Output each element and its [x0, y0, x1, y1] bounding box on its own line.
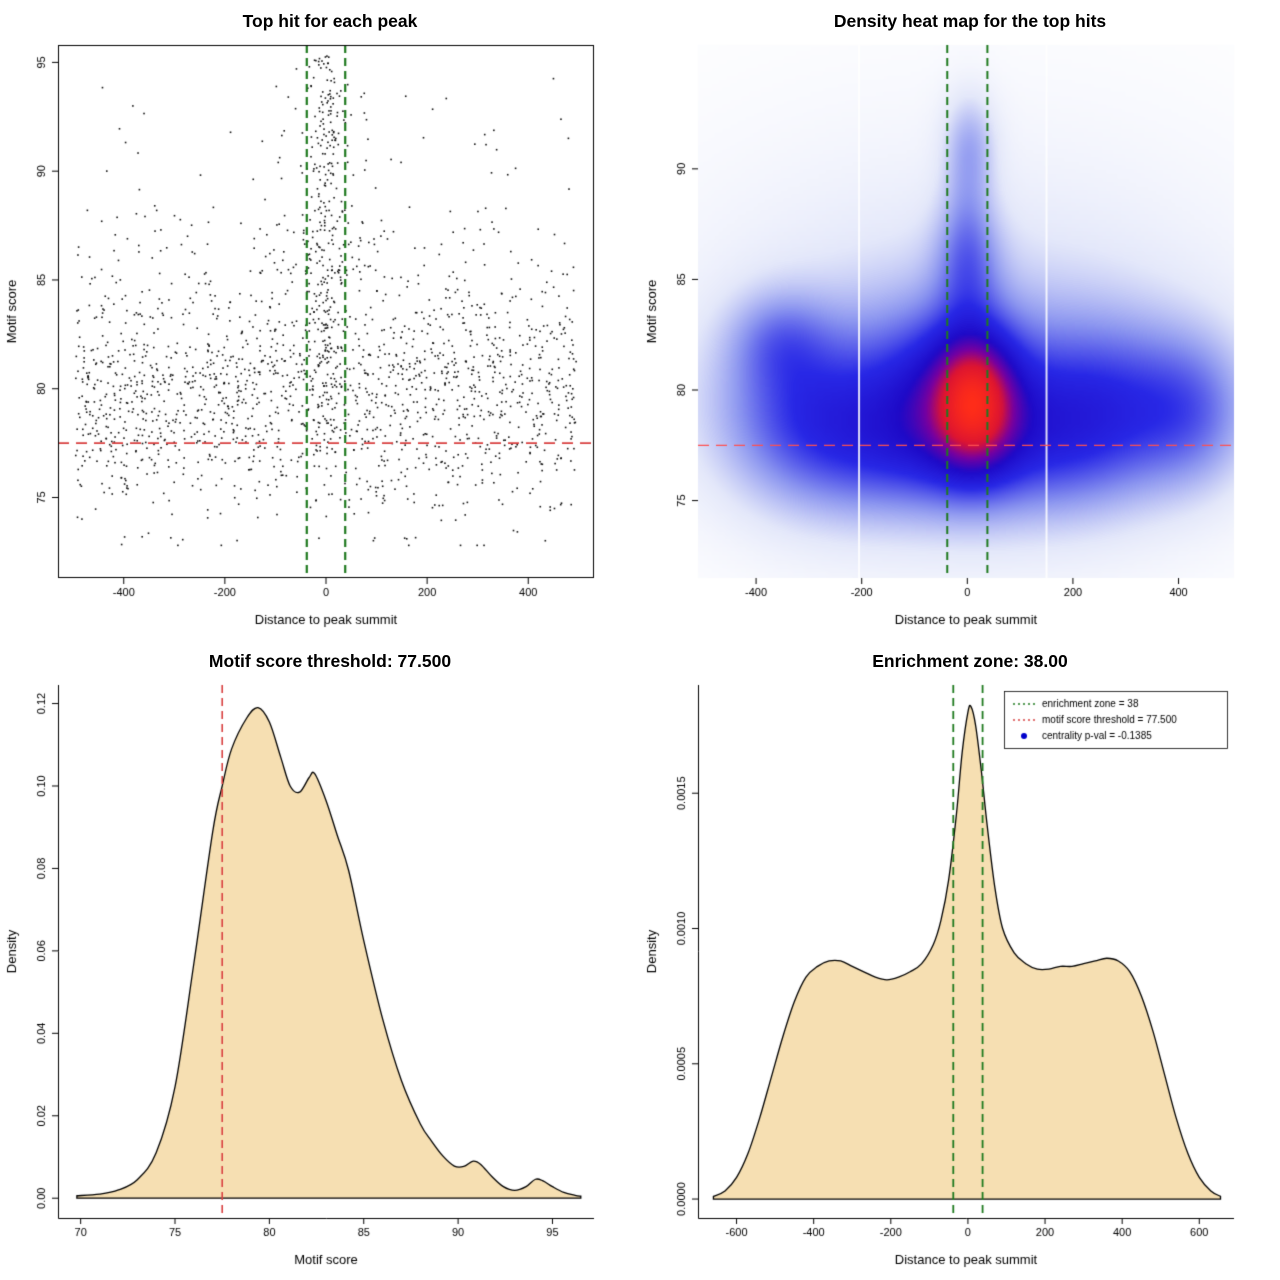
panel-enrichment-zone-density: Enrichment zone: 38.00 [640, 640, 1280, 1280]
enrichment-zone-title: Enrichment zone: 38.00 [872, 651, 1068, 671]
scatter-canvas [0, 0, 640, 640]
panel-motif-score-density: Motif score threshold: 77.500 [0, 640, 640, 1280]
panel-density-heatmap: Density heat map for the top hits [640, 0, 1280, 640]
heatmap-title: Density heat map for the top hits [833, 11, 1107, 31]
heatmap-canvas [640, 0, 1280, 640]
motif-score-density-title: Motif score threshold: 77.500 [208, 651, 452, 671]
motif-score-density-canvas [0, 640, 640, 1280]
enrichment-zone-canvas [640, 640, 1280, 1280]
scatter-title: Top hit for each peak [242, 11, 418, 31]
panel-top-hit-scatter: Top hit for each peak [0, 0, 640, 640]
